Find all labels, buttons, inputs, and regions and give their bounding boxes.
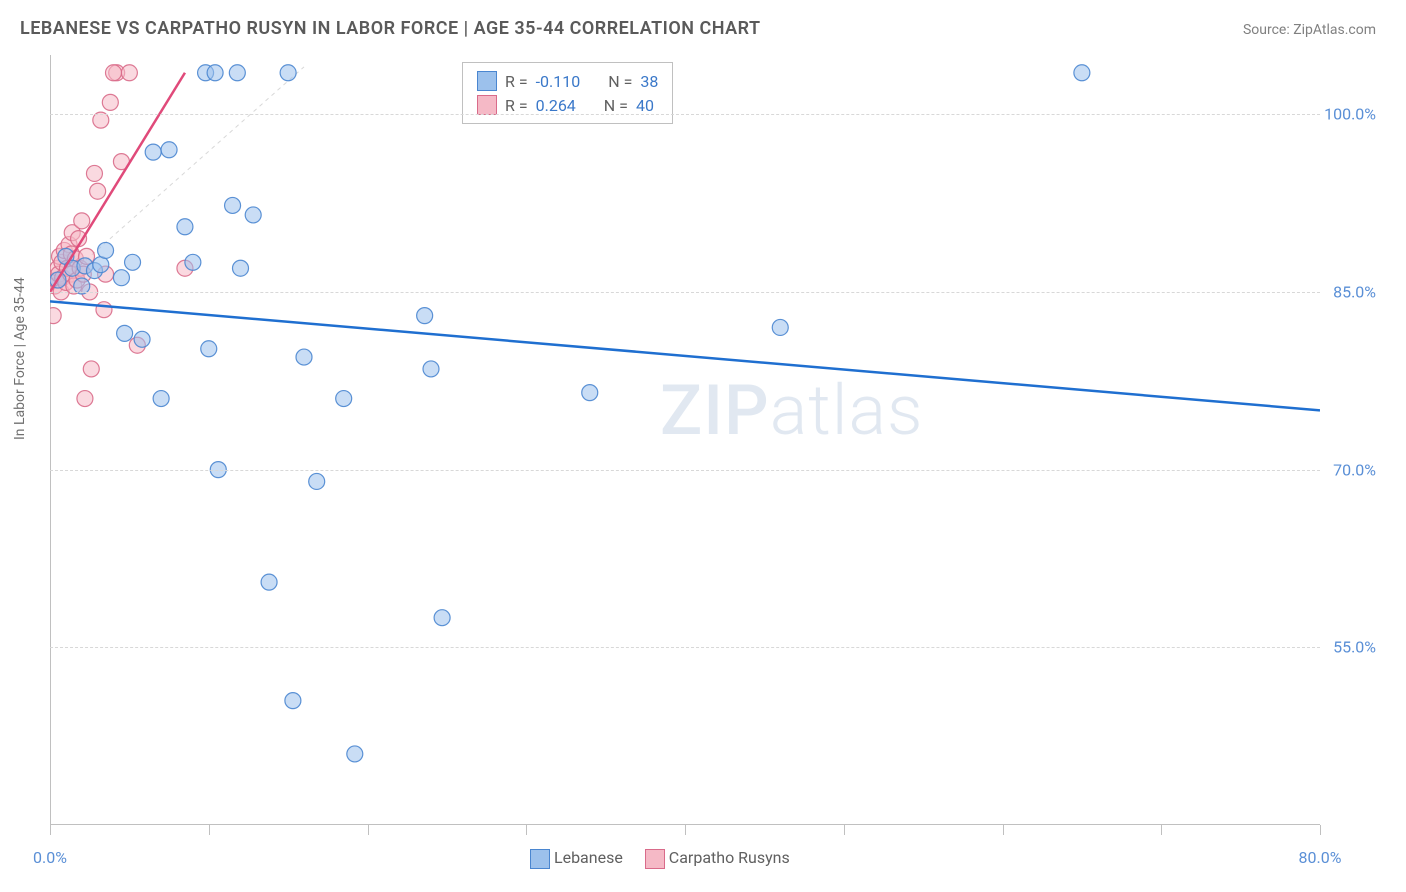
data-point bbox=[582, 385, 598, 401]
x-tick bbox=[844, 825, 845, 835]
data-point bbox=[207, 65, 223, 81]
r-label: R = bbox=[505, 96, 528, 115]
legend-swatch-carpatho bbox=[477, 95, 497, 115]
data-point bbox=[90, 183, 106, 199]
y-tick-label: 55.0% bbox=[1333, 638, 1376, 657]
x-tick bbox=[526, 825, 527, 835]
x-tick bbox=[50, 825, 51, 835]
legend-swatch-lebanese bbox=[477, 71, 497, 91]
x-tick bbox=[1161, 825, 1162, 835]
x-tick bbox=[1320, 825, 1321, 835]
legend-item-carpatho: Carpatho Rusyns bbox=[645, 848, 790, 869]
data-point bbox=[233, 260, 249, 276]
data-point bbox=[285, 693, 301, 709]
data-point bbox=[74, 213, 90, 229]
data-point bbox=[83, 361, 99, 377]
y-tick-label: 100.0% bbox=[1324, 105, 1376, 124]
gridline bbox=[50, 647, 1320, 648]
n-value-carpatho: 40 bbox=[636, 96, 654, 115]
data-point bbox=[161, 142, 177, 158]
legend-swatch-lebanese-icon bbox=[530, 849, 550, 869]
data-point bbox=[225, 197, 241, 213]
legend-label-lebanese: Lebanese bbox=[554, 848, 623, 867]
data-point bbox=[86, 165, 102, 181]
data-point bbox=[102, 94, 118, 110]
x-tick bbox=[1003, 825, 1004, 835]
data-point bbox=[347, 746, 363, 762]
trend-line bbox=[50, 301, 1320, 410]
data-point bbox=[121, 65, 137, 81]
data-point bbox=[309, 473, 325, 489]
data-point bbox=[153, 391, 169, 407]
series-legend: Lebanese Carpatho Rusyns bbox=[530, 848, 790, 869]
data-point bbox=[245, 207, 261, 223]
legend-label-carpatho: Carpatho Rusyns bbox=[669, 848, 790, 867]
data-point bbox=[50, 308, 61, 324]
data-point bbox=[177, 219, 193, 235]
chart-svg bbox=[50, 55, 1320, 825]
x-tick bbox=[209, 825, 210, 835]
gridline bbox=[50, 292, 1320, 293]
data-point bbox=[296, 349, 312, 365]
data-point bbox=[96, 302, 112, 318]
x-tick-label: 0.0% bbox=[33, 848, 67, 867]
data-point bbox=[145, 144, 161, 160]
data-point bbox=[434, 610, 450, 626]
data-point bbox=[336, 391, 352, 407]
data-point bbox=[93, 257, 109, 273]
gridline bbox=[50, 470, 1320, 471]
data-point bbox=[417, 308, 433, 324]
x-tick-label: 80.0% bbox=[1299, 848, 1342, 867]
data-point bbox=[185, 254, 201, 270]
y-tick-label: 70.0% bbox=[1333, 460, 1376, 479]
n-value-lebanese: 38 bbox=[640, 72, 658, 91]
data-point bbox=[134, 331, 150, 347]
data-point bbox=[261, 574, 277, 590]
n-label: N = bbox=[608, 72, 632, 91]
r-value-lebanese: -0.110 bbox=[536, 72, 581, 91]
data-point bbox=[201, 341, 217, 357]
r-label: R = bbox=[505, 72, 528, 91]
legend-item-lebanese: Lebanese bbox=[530, 848, 623, 869]
data-point bbox=[772, 319, 788, 335]
data-point bbox=[280, 65, 296, 81]
gridline bbox=[50, 114, 1320, 115]
data-point bbox=[117, 325, 133, 341]
data-point bbox=[77, 391, 93, 407]
x-tick bbox=[685, 825, 686, 835]
data-point bbox=[125, 254, 141, 270]
source-label: Source: ZipAtlas.com bbox=[1243, 22, 1376, 38]
data-point bbox=[113, 270, 129, 286]
x-tick bbox=[368, 825, 369, 835]
y-axis-label: In Labor Force | Age 35-44 bbox=[12, 277, 28, 440]
n-label: N = bbox=[604, 96, 628, 115]
data-point bbox=[106, 65, 122, 81]
chart-title: LEBANESE VS CARPATHO RUSYN IN LABOR FORC… bbox=[20, 18, 761, 39]
legend-swatch-carpatho-icon bbox=[645, 849, 665, 869]
y-tick-label: 85.0% bbox=[1333, 282, 1376, 301]
data-point bbox=[229, 65, 245, 81]
data-point bbox=[98, 242, 114, 258]
chart-container: LEBANESE VS CARPATHO RUSYN IN LABOR FORC… bbox=[0, 0, 1406, 892]
r-value-carpatho: 0.264 bbox=[536, 96, 576, 115]
legend-row-lebanese: R = -0.110 N = 38 bbox=[477, 69, 658, 93]
data-point bbox=[423, 361, 439, 377]
data-point bbox=[1074, 65, 1090, 81]
